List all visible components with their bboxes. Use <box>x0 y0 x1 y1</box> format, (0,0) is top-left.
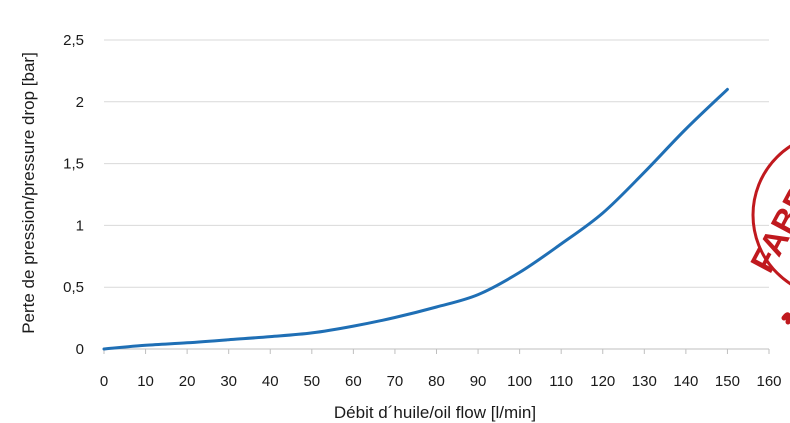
x-tick-label: 100 <box>507 373 532 390</box>
y-tick-label: 2,5 <box>63 32 84 49</box>
stamp-outer-ring <box>751 144 790 286</box>
stamp-mark <box>781 312 790 325</box>
x-tick-label: 40 <box>262 373 279 390</box>
x-tick-label: 10 <box>137 373 154 390</box>
stamp-watermark: FABRICA <box>744 127 790 325</box>
y-tick-labels: 0 0,5 1 1,5 2 2,5 <box>63 32 84 358</box>
y-tick-label: 0,5 <box>63 279 84 296</box>
x-tick-label: 140 <box>673 373 698 390</box>
x-tick-label: 50 <box>303 373 320 390</box>
x-tick-label: 110 <box>549 373 573 390</box>
x-tick-label: 120 <box>590 373 615 390</box>
x-tick-label: 60 <box>345 373 362 390</box>
x-tick-label: 30 <box>220 373 237 390</box>
y-tick-label: 0 <box>76 341 84 358</box>
gridlines <box>104 39 769 288</box>
y-tick-label: 1 <box>76 217 84 234</box>
x-tick-labels: 0 10 20 30 40 50 60 70 80 90 100 110 120 130 140 150 160 <box>100 373 782 390</box>
x-tick-label: 130 <box>632 373 657 390</box>
x-tick-label: 70 <box>387 373 404 390</box>
y-axis-title: Perte de pression/pressure drop [bar] <box>19 52 38 334</box>
x-tick-label: 90 <box>470 373 487 390</box>
series-group <box>102 87 729 351</box>
axes <box>103 348 770 354</box>
series-line <box>102 87 729 351</box>
y-tick-label: 1,5 <box>63 156 84 173</box>
x-tick-label: 80 <box>428 373 445 390</box>
y-tick-label: 2 <box>76 94 84 111</box>
x-tick-label: 20 <box>179 373 196 390</box>
x-axis-title: Débit d´huile/oil flow [l/min] <box>334 403 536 422</box>
x-tick-label: 150 <box>715 373 740 390</box>
x-tick-label: 0 <box>100 373 108 390</box>
x-tick-label: 160 <box>756 373 781 390</box>
